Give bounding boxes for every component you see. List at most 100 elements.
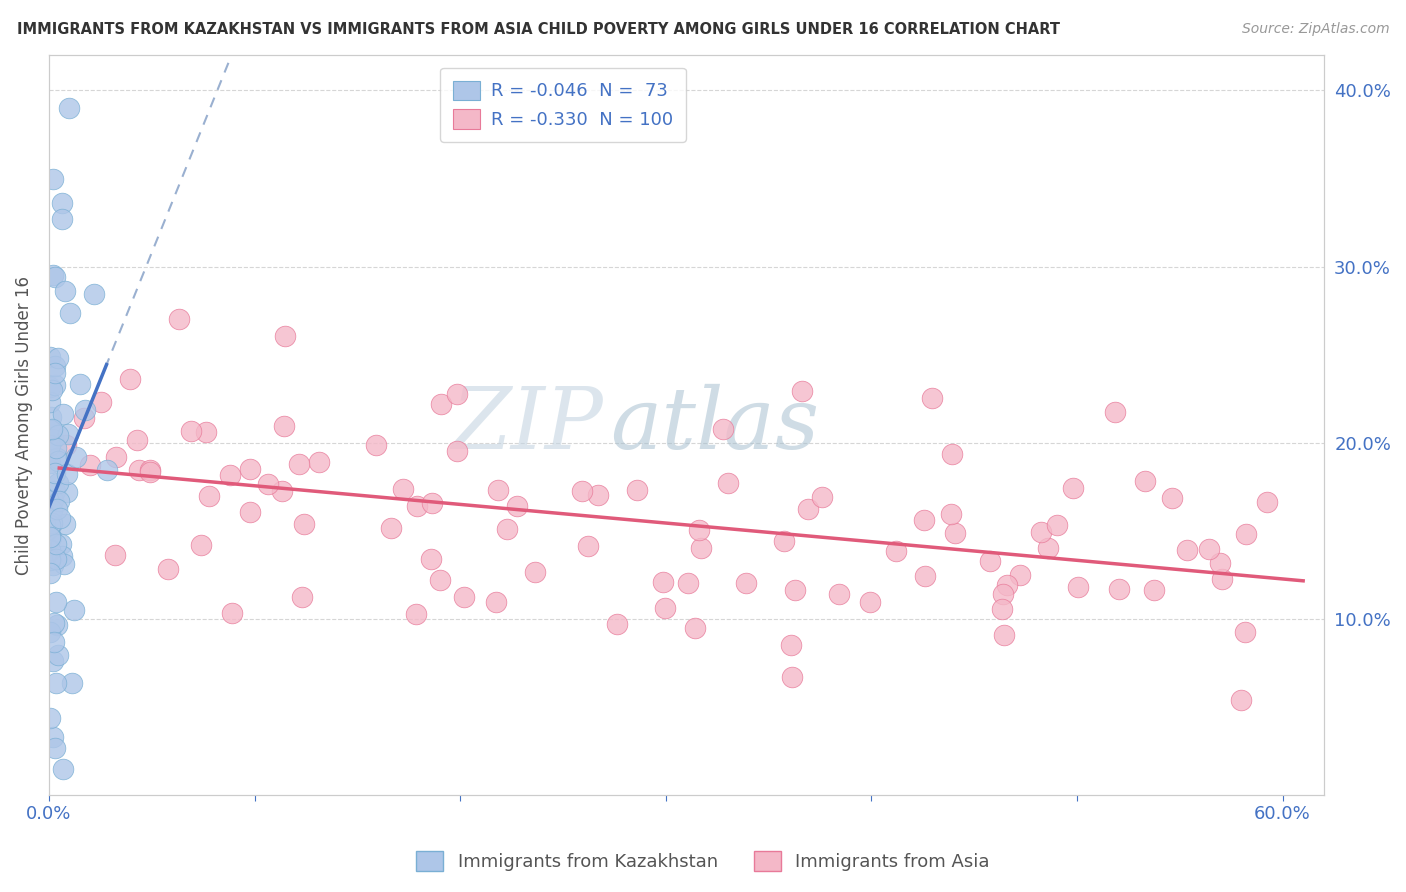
Point xyxy=(197,489,219,503)
Point xyxy=(39,530,62,544)
Point xyxy=(62,603,84,617)
Point xyxy=(523,565,546,579)
Point xyxy=(39,380,62,394)
Point xyxy=(53,516,76,531)
Point xyxy=(39,423,62,437)
Point xyxy=(257,477,280,491)
Point xyxy=(44,484,66,499)
Point xyxy=(42,172,65,186)
Point xyxy=(797,502,820,516)
Point xyxy=(652,575,675,590)
Point xyxy=(405,607,427,622)
Point xyxy=(41,410,63,425)
Point xyxy=(1175,542,1198,557)
Point xyxy=(1211,572,1233,586)
Point xyxy=(42,616,65,631)
Point xyxy=(96,463,118,477)
Point xyxy=(792,384,814,398)
Point xyxy=(239,505,262,519)
Y-axis label: Child Poverty Among Girls Under 16: Child Poverty Among Girls Under 16 xyxy=(15,276,32,574)
Point xyxy=(405,499,427,513)
Point xyxy=(58,426,80,441)
Point xyxy=(42,654,65,668)
Point xyxy=(73,403,96,417)
Point xyxy=(39,531,62,545)
Point xyxy=(83,287,105,301)
Point xyxy=(39,350,62,364)
Point xyxy=(45,552,67,566)
Point xyxy=(42,432,65,446)
Point xyxy=(921,392,943,406)
Point xyxy=(586,488,609,502)
Point xyxy=(46,351,69,365)
Point xyxy=(120,372,142,386)
Point xyxy=(51,196,73,211)
Point xyxy=(103,548,125,562)
Point xyxy=(51,211,73,226)
Point xyxy=(52,762,75,776)
Point xyxy=(190,539,212,553)
Point xyxy=(39,551,62,566)
Point xyxy=(42,492,65,507)
Point xyxy=(44,366,66,380)
Point xyxy=(1104,405,1126,419)
Point xyxy=(606,616,628,631)
Point xyxy=(41,422,63,436)
Legend: Immigrants from Kazakhstan, Immigrants from Asia: Immigrants from Kazakhstan, Immigrants f… xyxy=(409,844,997,879)
Point xyxy=(44,359,66,373)
Point xyxy=(90,394,112,409)
Point xyxy=(139,465,162,479)
Point xyxy=(859,595,882,609)
Point xyxy=(41,730,63,744)
Text: IMMIGRANTS FROM KAZAKHSTAN VS IMMIGRANTS FROM ASIA CHILD POVERTY AMONG GIRLS UND: IMMIGRANTS FROM KAZAKHSTAN VS IMMIGRANTS… xyxy=(17,22,1060,37)
Point xyxy=(105,450,128,465)
Point xyxy=(79,458,101,472)
Point xyxy=(453,591,475,605)
Point xyxy=(1234,624,1257,639)
Point xyxy=(53,284,76,298)
Point xyxy=(991,586,1014,600)
Point xyxy=(884,543,907,558)
Point xyxy=(688,523,710,537)
Point xyxy=(446,387,468,401)
Point xyxy=(273,419,295,434)
Point xyxy=(678,575,700,590)
Point xyxy=(45,618,67,632)
Point xyxy=(39,395,62,409)
Point xyxy=(239,462,262,476)
Point xyxy=(1038,541,1060,555)
Text: ZIP: ZIP xyxy=(451,384,603,467)
Point xyxy=(41,516,63,530)
Point xyxy=(654,601,676,615)
Point xyxy=(486,483,509,497)
Point xyxy=(45,450,67,465)
Point xyxy=(734,575,756,590)
Point xyxy=(429,397,451,411)
Point xyxy=(39,543,62,558)
Point xyxy=(45,676,67,690)
Point xyxy=(55,485,77,500)
Point xyxy=(59,305,82,319)
Legend: R = -0.046  N =  73, R = -0.330  N = 100: R = -0.046 N = 73, R = -0.330 N = 100 xyxy=(440,68,686,142)
Point xyxy=(52,407,75,421)
Point xyxy=(39,711,62,725)
Point xyxy=(485,595,508,609)
Point xyxy=(773,534,796,549)
Point xyxy=(446,443,468,458)
Point xyxy=(1234,527,1257,541)
Point xyxy=(1066,580,1088,594)
Point xyxy=(60,676,83,690)
Point xyxy=(626,483,648,497)
Point xyxy=(685,621,707,635)
Point xyxy=(943,526,966,541)
Point xyxy=(44,741,66,756)
Point xyxy=(45,502,67,516)
Point xyxy=(429,573,451,587)
Point xyxy=(991,602,1014,616)
Point xyxy=(1198,541,1220,556)
Point xyxy=(912,513,935,527)
Point xyxy=(1160,491,1182,506)
Point xyxy=(167,312,190,326)
Point xyxy=(690,541,713,556)
Point xyxy=(993,628,1015,642)
